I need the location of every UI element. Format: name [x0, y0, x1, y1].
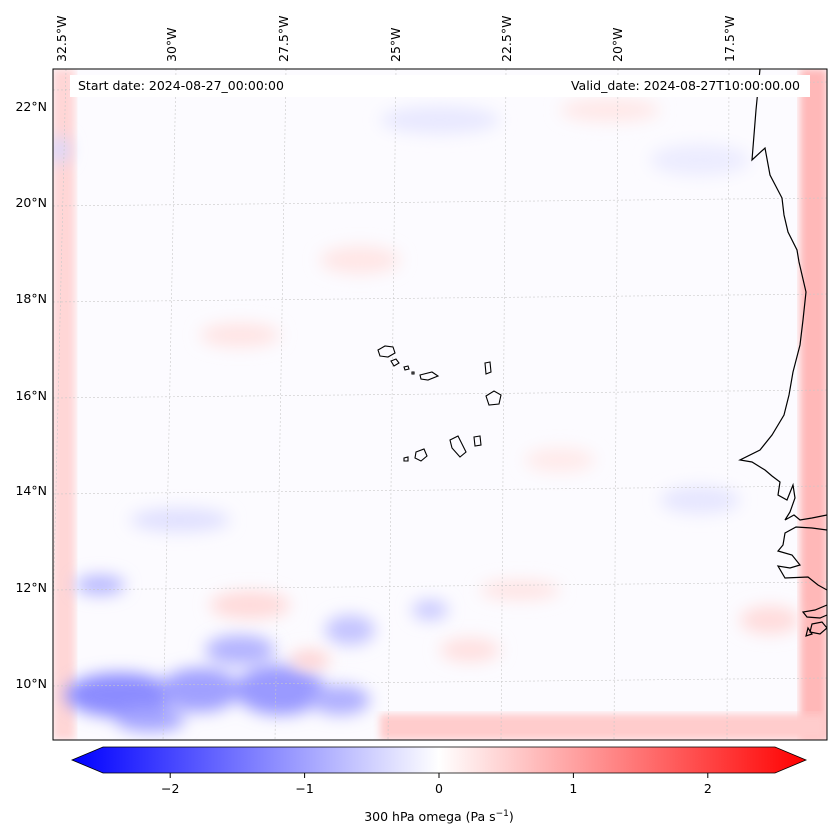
south-boundary-band	[380, 714, 827, 740]
date-strip	[70, 75, 810, 97]
colorbar-ticks: −2 −1 0 1 2	[161, 773, 712, 796]
colorbar-bar	[70, 746, 808, 774]
west-boundary-band	[53, 69, 75, 740]
colorbar-tick-label: 2	[704, 781, 712, 796]
lon-label: 20°W	[610, 27, 625, 62]
island-santiago	[449, 435, 467, 458]
omega-field	[53, 69, 827, 740]
start-date-label: Start date: 2024-08-27_00:00:00	[78, 78, 284, 93]
descent-patches	[200, 98, 800, 670]
lon-label: 27.5°W	[276, 16, 291, 62]
island-islet	[411, 371, 415, 375]
island-santo-antao	[377, 345, 396, 358]
latitude-labels: 22°N 20°N 18°N 16°N 14°N 12°N 10°N	[15, 99, 47, 691]
colorbar-label: 300 hPa omega (Pa s−1)	[364, 809, 514, 824]
island-maio	[473, 435, 482, 447]
map-panel: Start date: 2024-08-27_00:00:00 Valid_da…	[52, 68, 828, 741]
colorbar-tick-label: −2	[161, 781, 179, 796]
island-fogo	[414, 448, 428, 462]
colorbar-tick-label: 1	[569, 781, 577, 796]
colorbar: −2 −1 0 1 2 300 hPa omega (Pa s−1)	[70, 746, 808, 824]
east-boundary-band	[800, 69, 827, 740]
africa-coastline	[738, 69, 827, 637]
island-sal	[484, 361, 492, 375]
lon-label: 32.5°W	[54, 16, 69, 62]
map-frame	[52, 68, 828, 741]
colorbar-tick-label: 0	[435, 781, 443, 796]
lon-label: 22.5°W	[499, 16, 514, 62]
lon-label: 25°W	[388, 27, 403, 62]
lat-label: 14°N	[15, 483, 47, 498]
lat-label: 22°N	[15, 99, 47, 114]
island-santa-luzia	[403, 365, 410, 371]
island-brava	[403, 456, 409, 462]
lat-label: 16°N	[15, 388, 47, 403]
lon-label: 30°W	[164, 27, 179, 62]
colorbar-tick-label: −1	[295, 781, 313, 796]
longitude-labels: 32.5°W 30°W 27.5°W 25°W 22.5°W 20°W 17.5…	[54, 16, 737, 62]
island-sao-vicente	[390, 358, 400, 367]
valid-date-label: Valid_date: 2024-08-27T10:00:00.00	[571, 78, 800, 93]
lat-label: 18°N	[15, 291, 47, 306]
island-sao-nicolau	[419, 371, 440, 381]
lat-label: 10°N	[15, 676, 47, 691]
island-boa-vista	[485, 390, 502, 406]
ascent-patches	[53, 106, 750, 732]
map-background	[53, 69, 827, 740]
cape-verde-islands	[377, 345, 502, 462]
lon-label: 17.5°W	[722, 16, 737, 62]
lat-label: 20°N	[15, 195, 47, 210]
lat-label: 12°N	[15, 580, 47, 595]
